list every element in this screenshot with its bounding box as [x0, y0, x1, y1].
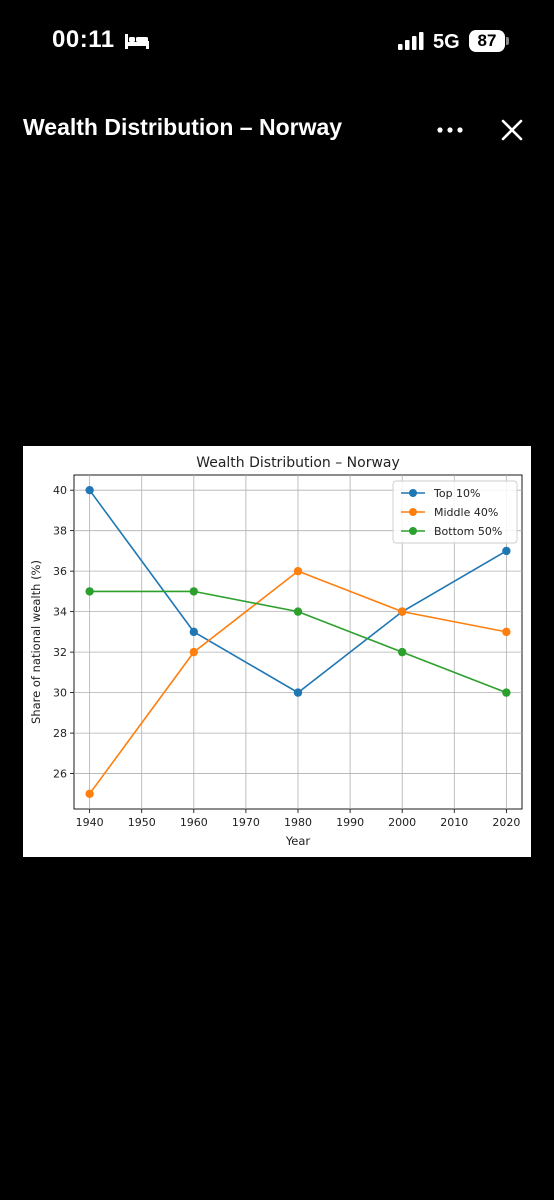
legend-swatch-marker: [409, 527, 417, 535]
x-axis-label: Year: [285, 834, 311, 848]
y-tick-label: 36: [53, 565, 67, 578]
x-tick-label: 1950: [128, 816, 156, 829]
battery-nub: [506, 37, 509, 45]
battery-icon: 87: [469, 30, 505, 52]
y-tick-label: 28: [53, 727, 67, 740]
y-tick-label: 34: [53, 606, 67, 619]
x-tick-label: 1980: [284, 816, 312, 829]
legend-label: Middle 40%: [434, 506, 498, 519]
status-bar: 00:11 5G 87: [0, 0, 554, 84]
data-point: [189, 587, 199, 596]
data-point: [189, 627, 199, 637]
legend: Top 10% Middle 40% Bottom 50%: [392, 480, 518, 544]
legend-swatch-marker: [409, 508, 417, 516]
legend-swatch-marker: [409, 489, 417, 497]
more-options-button[interactable]: [430, 112, 470, 148]
chart-image: Wealth Distribution – Norway Year Share …: [23, 446, 531, 857]
y-tick-label: 40: [53, 484, 67, 497]
line-chart: Wealth Distribution – Norway Year Share …: [29, 455, 523, 848]
y-tick-label: 38: [53, 525, 67, 538]
data-point: [502, 688, 511, 697]
data-point: [502, 546, 511, 556]
legend-label: Bottom 50%: [434, 525, 502, 538]
data-point: [85, 485, 94, 495]
close-button[interactable]: [492, 110, 532, 150]
x-tick-label: 1960: [180, 816, 208, 829]
series-group: [85, 485, 511, 799]
axis-ticks: 1940 1950 1960 1970 1980 1990 2000 2010 2020 26 28…: [53, 484, 520, 829]
data-point: [293, 688, 303, 697]
ellipsis-icon: [437, 127, 463, 133]
x-tick-label: 2020: [492, 816, 520, 829]
data-point: [293, 566, 303, 576]
data-point: [397, 607, 407, 616]
network-type-label: 5G: [433, 31, 460, 53]
y-tick-label: 32: [53, 646, 67, 659]
data-point: [293, 607, 303, 616]
legend-label: Top 10%: [433, 487, 481, 500]
x-tick-label: 2000: [388, 816, 416, 829]
data-point: [85, 587, 94, 596]
data-point: [85, 789, 94, 799]
bed-icon: [125, 34, 149, 49]
y-axis-label: Share of national wealth (%): [29, 560, 43, 724]
data-point: [397, 647, 407, 657]
x-tick-label: 1940: [76, 816, 104, 829]
legend-box: [392, 480, 518, 544]
data-point: [502, 627, 511, 637]
data-point: [189, 647, 199, 657]
grid: [74, 475, 522, 809]
y-tick-label: 26: [53, 768, 67, 781]
x-tick-label: 1970: [232, 816, 260, 829]
battery-level: 87: [477, 31, 497, 50]
chart-title: Wealth Distribution – Norway: [196, 455, 400, 471]
status-time: 00:11: [52, 26, 115, 53]
cellular-signal-icon: [398, 32, 424, 50]
close-icon: [501, 119, 523, 141]
page-title: Wealth Distribution – Norway: [23, 114, 343, 140]
y-tick-label: 30: [53, 687, 67, 700]
x-tick-label: 2010: [440, 816, 468, 829]
x-tick-label: 1990: [336, 816, 364, 829]
